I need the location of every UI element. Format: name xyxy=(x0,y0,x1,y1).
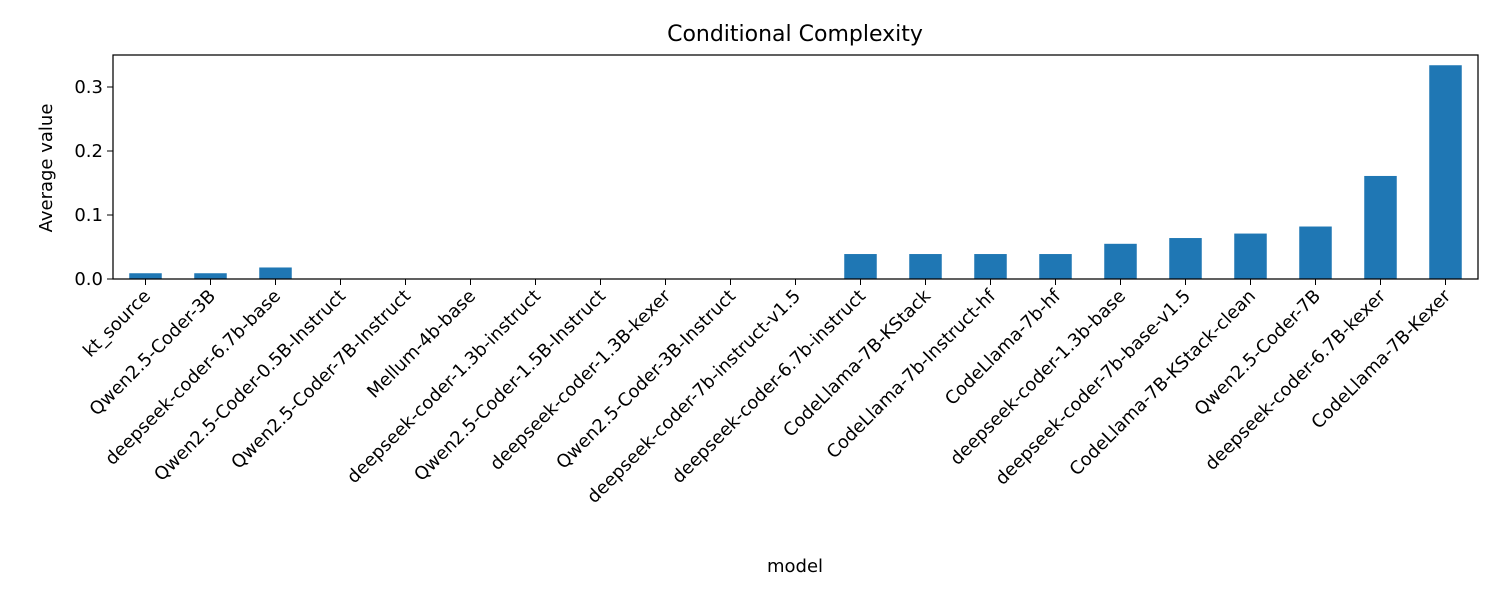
x-tick-label: Qwen2.5-Coder-7B xyxy=(1191,286,1325,420)
bar xyxy=(844,254,877,279)
x-tick-label: Qwen2.5-Coder-3B xyxy=(86,286,220,420)
bar xyxy=(974,254,1007,279)
x-tick-label: Mellum-4b-base xyxy=(363,286,480,403)
bar xyxy=(129,273,162,279)
bar xyxy=(1104,243,1137,279)
x-tick-label: CodeLlama-7b-hf xyxy=(941,285,1065,409)
y-tick-label: 0.3 xyxy=(74,77,103,98)
plot-area-frame xyxy=(112,54,1479,280)
x-axis-ticks: kt_sourceQwen2.5-Coder-3Bdeepseek-coder-… xyxy=(79,279,1455,508)
y-tick-label: 0.0 xyxy=(74,269,103,290)
bars-group xyxy=(129,65,1462,280)
bar xyxy=(1169,238,1202,279)
bar xyxy=(259,267,292,279)
bar xyxy=(1364,175,1397,279)
y-tick-label: 0.2 xyxy=(74,141,103,162)
x-axis-label: model xyxy=(767,556,823,577)
bar xyxy=(909,254,942,279)
y-axis-label: Average value xyxy=(36,104,57,233)
bar xyxy=(1234,233,1267,279)
bar xyxy=(1299,226,1332,279)
y-axis-ticks: 0.0 0.1 0.2 0.3 xyxy=(74,77,113,290)
bar xyxy=(1039,254,1072,279)
bar xyxy=(1429,65,1462,280)
bar xyxy=(194,273,227,279)
y-tick-label: 0.1 xyxy=(74,205,103,226)
chart-title: Conditional Complexity xyxy=(667,22,923,47)
